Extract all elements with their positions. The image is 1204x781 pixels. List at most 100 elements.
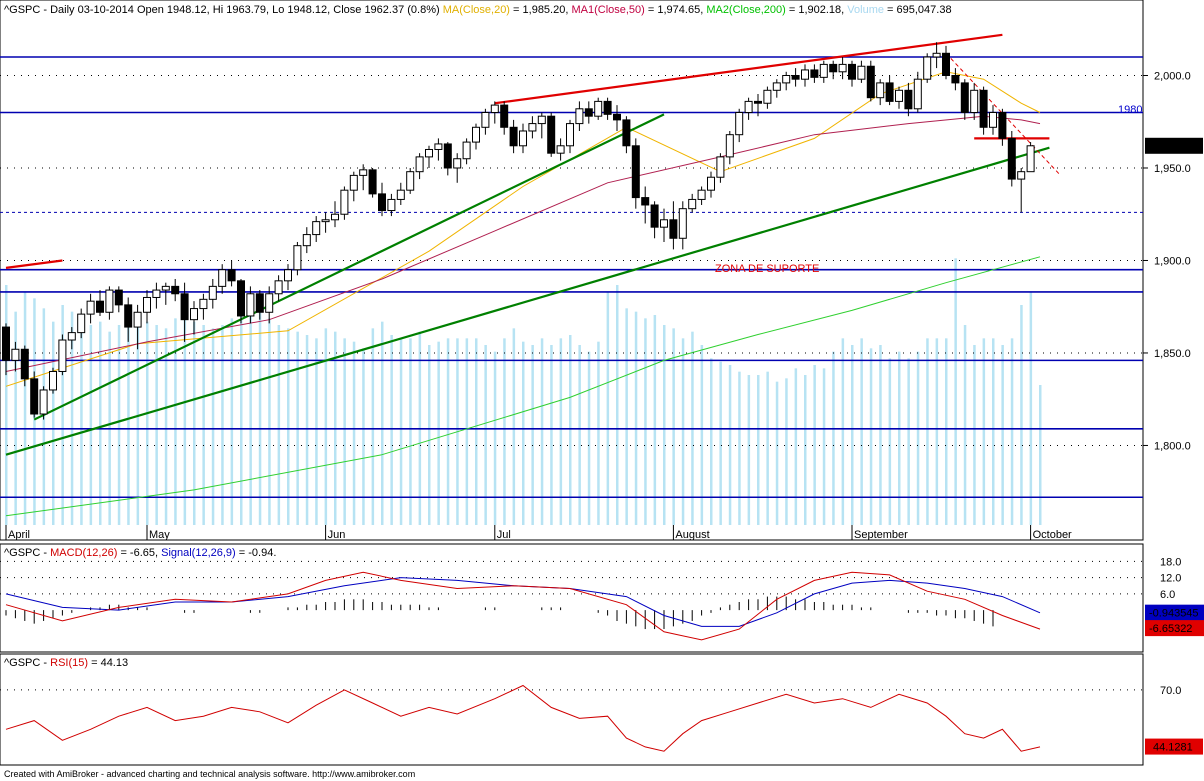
candle-body [39,389,48,415]
volume-bar [578,345,581,525]
volume-bar [634,311,638,525]
candle-body [490,104,499,113]
candle-body [396,189,405,200]
volume-bar [193,321,196,525]
volume-bar [352,341,356,525]
volume-bar [127,308,130,525]
volume-bar [80,315,83,525]
signal-value-tag [1145,604,1204,621]
candle-body [133,311,142,328]
rsi-plot [0,684,1143,752]
volume-bar [409,338,412,525]
candle-body [895,89,903,102]
volume-bar [155,325,158,525]
volume-value: = 695,047.38 [887,4,952,16]
candle-body [801,69,809,80]
volume-bar [569,335,572,525]
volume-bar [1029,291,1033,525]
candle-body [443,143,452,169]
candle-body [942,52,950,76]
candle-body [641,197,650,206]
volume-bar [616,285,619,525]
volume-bar [963,325,967,525]
volume-bar [381,321,384,525]
price-header-ticker: ^GSPC - Daily 03-10-2014 Open 1948.12, H… [4,4,440,16]
volume-bar [550,345,553,525]
candle-body [744,100,753,113]
macd-tick-label: 12.0 [1160,573,1181,585]
volume-bar [851,345,854,525]
candle-body [2,326,10,361]
candle-body [913,78,922,110]
volume-bar [343,338,346,525]
candle-body [152,289,161,298]
rsi-header-ticker: ^GSPC - [4,657,47,669]
volume-bar [230,318,234,525]
price-tick-label: 1,900.0 [1154,255,1191,267]
volume-bar [61,305,64,525]
candle-body [885,82,894,102]
candle-body [349,174,358,191]
candle-body [425,148,433,158]
candle-body [274,280,283,295]
volume-bar [832,351,835,525]
candle-body [124,304,133,328]
candle-body [293,245,302,271]
candle-body [819,63,828,78]
volume-bar [879,345,882,525]
volume-bar [531,345,534,525]
volume-bar [70,311,74,525]
macd-panel-frame [0,543,1144,653]
candle-body [1017,171,1026,180]
candle-body [387,198,396,212]
candle-body [462,141,471,160]
candle-body [989,111,997,128]
candle-body [584,108,593,117]
month-label: April [8,529,30,541]
candle-body [754,100,762,104]
macd-line [5,571,1041,641]
candle-body [650,204,659,228]
volume-bar [1010,338,1014,525]
candle-body [359,169,368,176]
candle-body [613,113,621,121]
candle-body [528,123,537,132]
candle-body [575,108,584,125]
volume-bar [540,338,544,525]
candle-body [453,158,462,169]
volume-bar [757,375,760,525]
volume-bar [1001,345,1004,525]
candle-body [1007,137,1016,180]
signal-legend: Signal(12,26,9) [161,547,236,559]
volume-bar [465,338,469,525]
ma50-legend: MA1(Close,50) [571,4,644,16]
volume-bar [493,351,497,525]
candle-body [566,123,574,147]
rsi-legend: RSI(15) [50,657,88,669]
volume-bar [315,338,318,525]
signal-value-label: -0.943545 [1149,608,1199,620]
candle-body [848,63,856,80]
ma200-line [5,256,1041,517]
candle-body [190,308,198,321]
volume-bar [14,311,17,525]
volume-bar [277,325,281,525]
footer-credit: Created with AmiBroker - advanced charti… [4,769,415,779]
volume-bar [775,381,779,525]
candle-body [509,126,518,147]
candle-body [67,332,76,341]
candle-body [904,89,913,110]
volume-bar [268,318,271,525]
month-label: Jun [328,529,346,541]
volume-bar [935,338,939,525]
candle-body [735,111,744,136]
rsi-value-tag [1145,738,1203,755]
candle-body [932,52,941,58]
candle-body [20,348,29,380]
volume-bar [221,325,224,525]
candle-body [857,65,866,80]
candle-body [378,193,386,212]
candle-body [77,313,86,334]
volume-bar [841,338,845,525]
candle-body [368,169,377,195]
